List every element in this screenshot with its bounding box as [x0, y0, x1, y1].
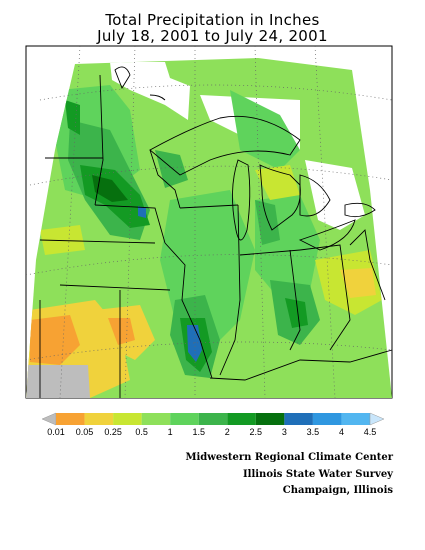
border-sd-ne-ia — [39, 239, 156, 244]
legend-label: 3.5 — [307, 427, 320, 437]
legend-label: 0.01 — [47, 427, 65, 437]
lake-superior — [149, 115, 301, 176]
field-3.5-core-illinois — [187, 325, 202, 362]
credit-line1: Midwestern Regional Climate Center — [185, 452, 393, 463]
precipitation-map — [25, 45, 393, 399]
lake-erie — [298, 219, 356, 251]
graticule — [25, 45, 393, 399]
field-no-data-corner — [26, 365, 90, 398]
legend-label: 0.25 — [104, 427, 122, 437]
no-coverage-north — [110, 62, 190, 120]
legend-swatch — [56, 413, 85, 425]
map-title-line2: July 18, 2001 to July 24, 2001 — [97, 27, 328, 45]
state-boundaries — [39, 74, 393, 398]
field-2-wisconsin — [155, 150, 188, 188]
legend-swatch — [141, 413, 171, 425]
legend-label: 2 — [225, 427, 230, 437]
legend: 0.01 0.05 0.25 0.5 1 1.5 2 2.5 3 3.5 4 4.5 — [41, 412, 385, 437]
michigan-lp — [259, 164, 301, 231]
legend-labels: 0.01 0.05 0.25 0.5 1 1.5 2 2.5 3 3.5 4 4.5 — [47, 427, 376, 437]
field-0.5-west — [40, 225, 85, 255]
legend-label: 4.5 — [364, 427, 377, 437]
field-3.5-core-west — [138, 206, 146, 218]
border-wi-il — [179, 204, 239, 209]
legend-swatch — [227, 413, 256, 425]
credit-line3: Champaign, Illinois — [282, 485, 393, 496]
border-ne-ks — [59, 284, 171, 291]
border-pa-ny — [349, 229, 386, 301]
border-mn-ia — [94, 204, 166, 244]
field-1.5-north — [230, 90, 300, 170]
legend-label: 2.5 — [250, 427, 263, 437]
border-in-oh — [289, 249, 301, 351]
legend-swatch — [341, 413, 370, 425]
great-lakes — [114, 66, 376, 251]
border-il-in — [219, 204, 241, 376]
field-2.5-core-north — [65, 100, 80, 135]
legend-swatch — [170, 413, 199, 425]
legend-swatch — [113, 413, 142, 425]
border-oh-pa — [299, 244, 351, 351]
precipitation-field — [26, 58, 392, 398]
border-ky-south — [209, 349, 393, 381]
legend-arrow-low — [41, 412, 57, 426]
lake-michigan — [231, 159, 251, 241]
legend-label: 0.05 — [76, 427, 94, 437]
legend-label: 3 — [282, 427, 287, 437]
field-0.05-southwest — [30, 315, 80, 365]
legend-swatch — [255, 413, 285, 425]
border-ia-il-mo — [164, 242, 213, 379]
legend-swatch — [84, 413, 114, 425]
no-coverage-northeast — [305, 160, 365, 230]
field-2.5-core-indiana — [285, 298, 308, 328]
field-0.5-lake — [255, 165, 300, 200]
border-mn-wi — [149, 149, 181, 209]
legend-label: 1.5 — [192, 427, 205, 437]
field-0.25-east — [340, 268, 376, 298]
lake-winnipeg — [114, 66, 131, 90]
lake-ontario — [344, 202, 376, 218]
legend-arrow-high — [369, 412, 385, 426]
map-title-line1: Total Precipitation in Inches — [105, 11, 320, 29]
lake-north — [149, 94, 166, 101]
lake-huron — [299, 174, 331, 217]
legend-label: 0.5 — [135, 427, 148, 437]
field-2-michigan — [255, 200, 280, 245]
field-3-core-west — [92, 175, 128, 202]
legend-label: 4 — [339, 427, 344, 437]
legend-bar — [41, 412, 385, 426]
legend-swatch — [284, 413, 313, 425]
legend-label: 1 — [168, 427, 173, 437]
border-nd-mn — [94, 74, 104, 206]
legend-swatch — [198, 413, 228, 425]
credit-line2: Illinois State Water Survey — [242, 469, 393, 480]
legend-swatch — [312, 413, 342, 425]
field-0.05-south — [108, 318, 135, 345]
